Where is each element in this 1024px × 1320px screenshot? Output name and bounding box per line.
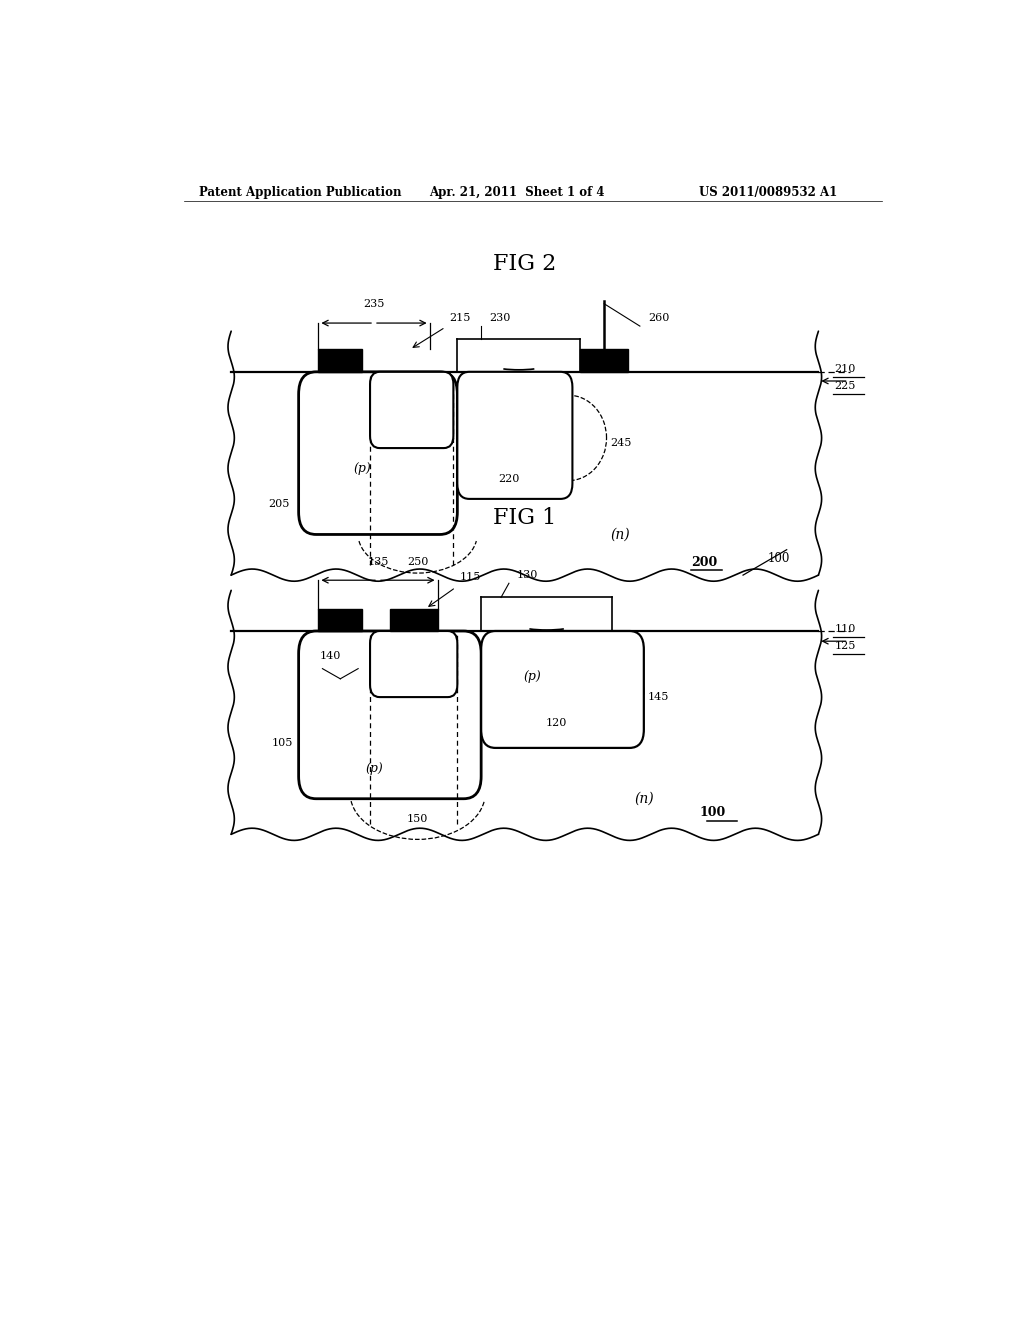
Text: (n): (n): [402, 408, 419, 417]
Text: FIG 1: FIG 1: [494, 507, 556, 529]
FancyBboxPatch shape: [458, 372, 572, 499]
Text: (p): (p): [366, 762, 383, 775]
Text: 110: 110: [835, 624, 856, 634]
FancyBboxPatch shape: [299, 631, 481, 799]
Text: US 2011/0089532 A1: US 2011/0089532 A1: [699, 186, 838, 199]
Bar: [390, 609, 437, 631]
Text: 105: 105: [272, 738, 294, 748]
Text: 210: 210: [835, 364, 856, 374]
Text: 150: 150: [407, 814, 428, 824]
Text: 220: 220: [499, 474, 519, 483]
Text: 145: 145: [648, 692, 669, 702]
Text: Apr. 21, 2011  Sheet 1 of 4: Apr. 21, 2011 Sheet 1 of 4: [430, 186, 605, 199]
Text: 100: 100: [768, 552, 790, 565]
Text: 245: 245: [610, 438, 632, 447]
Text: 250: 250: [407, 557, 428, 568]
Text: 260: 260: [648, 313, 669, 323]
Text: 100: 100: [699, 807, 726, 818]
Bar: [318, 609, 362, 631]
Text: 120: 120: [546, 718, 567, 727]
Text: Patent Application Publication: Patent Application Publication: [200, 186, 402, 199]
Text: 225: 225: [835, 381, 856, 391]
Text: 215: 215: [450, 313, 471, 323]
Text: 125: 125: [835, 642, 856, 651]
Text: 235: 235: [364, 298, 385, 309]
Text: 135: 135: [368, 557, 389, 568]
Text: 130: 130: [517, 570, 539, 581]
FancyBboxPatch shape: [481, 631, 644, 748]
Text: 205: 205: [268, 499, 290, 510]
Text: (n): (n): [610, 528, 630, 541]
Bar: [581, 350, 628, 372]
Text: 230: 230: [489, 313, 510, 323]
Text: FIG 2: FIG 2: [494, 253, 556, 276]
Bar: [318, 350, 362, 372]
FancyBboxPatch shape: [370, 631, 458, 697]
Text: (p): (p): [524, 671, 542, 684]
Text: (p): (p): [353, 462, 371, 475]
FancyBboxPatch shape: [299, 372, 458, 535]
FancyBboxPatch shape: [370, 372, 454, 447]
Text: (n): (n): [406, 661, 422, 672]
Text: 200: 200: [691, 556, 718, 569]
Text: 115: 115: [460, 573, 481, 582]
Text: 140: 140: [319, 652, 341, 661]
Text: (n): (n): [634, 792, 653, 805]
